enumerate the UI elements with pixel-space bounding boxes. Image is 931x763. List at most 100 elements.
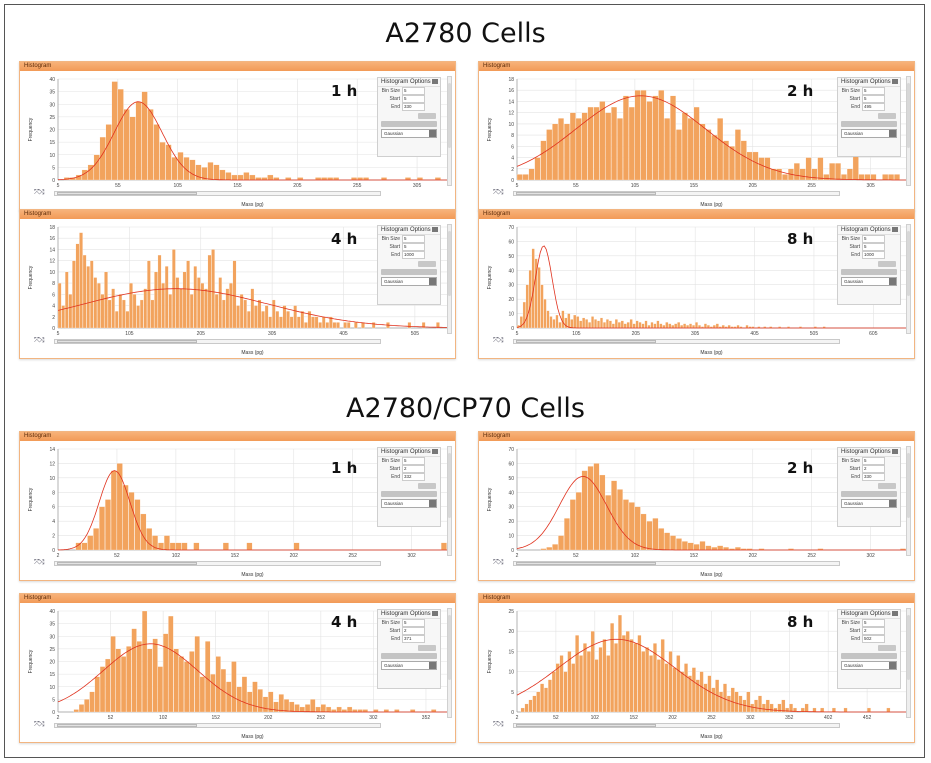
horizontal-scrollbar[interactable] [513, 339, 840, 344]
scrollbar-thumb[interactable] [57, 340, 198, 343]
apply-button[interactable] [878, 483, 896, 489]
apply-button[interactable] [878, 261, 896, 267]
minimize-icon[interactable] [432, 227, 438, 232]
vertical-scrollbar[interactable] [906, 76, 911, 186]
start-input[interactable]: 5 [862, 243, 885, 251]
start-input[interactable]: 2 [862, 627, 885, 635]
end-input[interactable]: 502 [862, 635, 885, 643]
scrollbar-thumb[interactable] [516, 340, 657, 343]
start-input[interactable]: 2 [862, 465, 885, 473]
horizontal-scrollbar[interactable] [513, 561, 840, 566]
chevron-down-icon[interactable] [889, 500, 896, 507]
scrollbar-thumb[interactable] [907, 615, 910, 680]
chevron-down-icon[interactable] [889, 130, 896, 137]
vertical-scrollbar[interactable] [447, 76, 452, 186]
zoom-fit-icon[interactable]: ⤧⤨ [34, 189, 44, 196]
vertical-scrollbar[interactable] [906, 446, 911, 556]
end-input[interactable]: 330 [862, 473, 885, 481]
fit-type-select[interactable]: Gaussian [841, 277, 897, 286]
apply-button[interactable] [878, 645, 896, 651]
bin-size-input[interactable]: 5 [862, 457, 885, 465]
zoom-fit-icon[interactable]: ⤧⤨ [493, 559, 503, 566]
horizontal-scrollbar[interactable] [54, 723, 381, 728]
scrollbar-thumb[interactable] [907, 453, 910, 518]
horizontal-scrollbar[interactable] [54, 191, 381, 196]
vertical-scrollbar[interactable] [447, 446, 452, 556]
zoom-fit-icon[interactable]: ⤧⤨ [34, 721, 44, 728]
end-input[interactable]: 1000 [402, 251, 425, 259]
fit-button[interactable] [841, 121, 897, 127]
scrollbar-thumb[interactable] [516, 192, 657, 195]
bin-size-input[interactable]: 5 [862, 235, 885, 243]
apply-button[interactable] [418, 261, 436, 267]
bin-size-input[interactable]: 5 [402, 235, 425, 243]
horizontal-scrollbar[interactable] [513, 191, 840, 196]
minimize-icon[interactable] [892, 79, 898, 84]
scrollbar-thumb[interactable] [57, 562, 198, 565]
scrollbar-thumb[interactable] [907, 231, 910, 296]
scrollbar-thumb[interactable] [448, 453, 451, 518]
fit-button[interactable] [841, 269, 897, 275]
scrollbar-thumb[interactable] [448, 231, 451, 296]
end-input[interactable]: 371 [402, 635, 425, 643]
zoom-fit-icon[interactable]: ⤧⤨ [493, 189, 503, 196]
zoom-fit-icon[interactable]: ⤧⤨ [34, 337, 44, 344]
apply-button[interactable] [418, 483, 436, 489]
fit-button[interactable] [841, 653, 897, 659]
fit-type-select[interactable]: Gaussian [381, 499, 437, 508]
chevron-down-icon[interactable] [429, 278, 436, 285]
minimize-icon[interactable] [432, 611, 438, 616]
fit-type-select[interactable]: Gaussian [381, 277, 437, 286]
fit-type-select[interactable]: Gaussian [841, 129, 897, 138]
end-input[interactable]: 332 [402, 473, 425, 481]
zoom-fit-icon[interactable]: ⤧⤨ [493, 721, 503, 728]
fit-button[interactable] [381, 121, 437, 127]
end-input[interactable]: 1000 [862, 251, 885, 259]
scrollbar-thumb[interactable] [516, 562, 657, 565]
chevron-down-icon[interactable] [429, 662, 436, 669]
apply-button[interactable] [418, 645, 436, 651]
zoom-fit-icon[interactable]: ⤧⤨ [34, 559, 44, 566]
chevron-down-icon[interactable] [889, 278, 896, 285]
horizontal-scrollbar[interactable] [54, 561, 381, 566]
apply-button[interactable] [418, 113, 436, 119]
fit-button[interactable] [381, 653, 437, 659]
scrollbar-thumb[interactable] [57, 724, 198, 727]
fit-type-select[interactable]: Gaussian [381, 661, 437, 670]
vertical-scrollbar[interactable] [906, 608, 911, 718]
start-input[interactable]: 2 [402, 465, 425, 473]
minimize-icon[interactable] [892, 449, 898, 454]
scrollbar-thumb[interactable] [448, 83, 451, 148]
fit-type-select[interactable]: Gaussian [841, 499, 897, 508]
minimize-icon[interactable] [892, 227, 898, 232]
chevron-down-icon[interactable] [889, 662, 896, 669]
bin-size-input[interactable]: 5 [862, 87, 885, 95]
minimize-icon[interactable] [432, 79, 438, 84]
chevron-down-icon[interactable] [429, 500, 436, 507]
scrollbar-thumb[interactable] [57, 192, 198, 195]
end-input[interactable]: 495 [862, 103, 885, 111]
scrollbar-thumb[interactable] [907, 83, 910, 148]
apply-button[interactable] [878, 113, 896, 119]
start-input[interactable]: 2 [402, 627, 425, 635]
minimize-icon[interactable] [432, 449, 438, 454]
fit-button[interactable] [841, 491, 897, 497]
vertical-scrollbar[interactable] [447, 608, 452, 718]
fit-button[interactable] [381, 491, 437, 497]
bin-size-input[interactable]: 5 [402, 457, 425, 465]
vertical-scrollbar[interactable] [447, 224, 452, 334]
horizontal-scrollbar[interactable] [513, 723, 840, 728]
fit-button[interactable] [381, 269, 437, 275]
bin-size-input[interactable]: 5 [402, 87, 425, 95]
bin-size-input[interactable]: 5 [862, 619, 885, 627]
fit-type-select[interactable]: Gaussian [381, 129, 437, 138]
fit-type-select[interactable]: Gaussian [841, 661, 897, 670]
chevron-down-icon[interactable] [429, 130, 436, 137]
end-input[interactable]: 330 [402, 103, 425, 111]
minimize-icon[interactable] [892, 611, 898, 616]
start-input[interactable]: 5 [862, 95, 885, 103]
scrollbar-thumb[interactable] [448, 615, 451, 680]
start-input[interactable]: 5 [402, 243, 425, 251]
bin-size-input[interactable]: 5 [402, 619, 425, 627]
zoom-fit-icon[interactable]: ⤧⤨ [493, 337, 503, 344]
